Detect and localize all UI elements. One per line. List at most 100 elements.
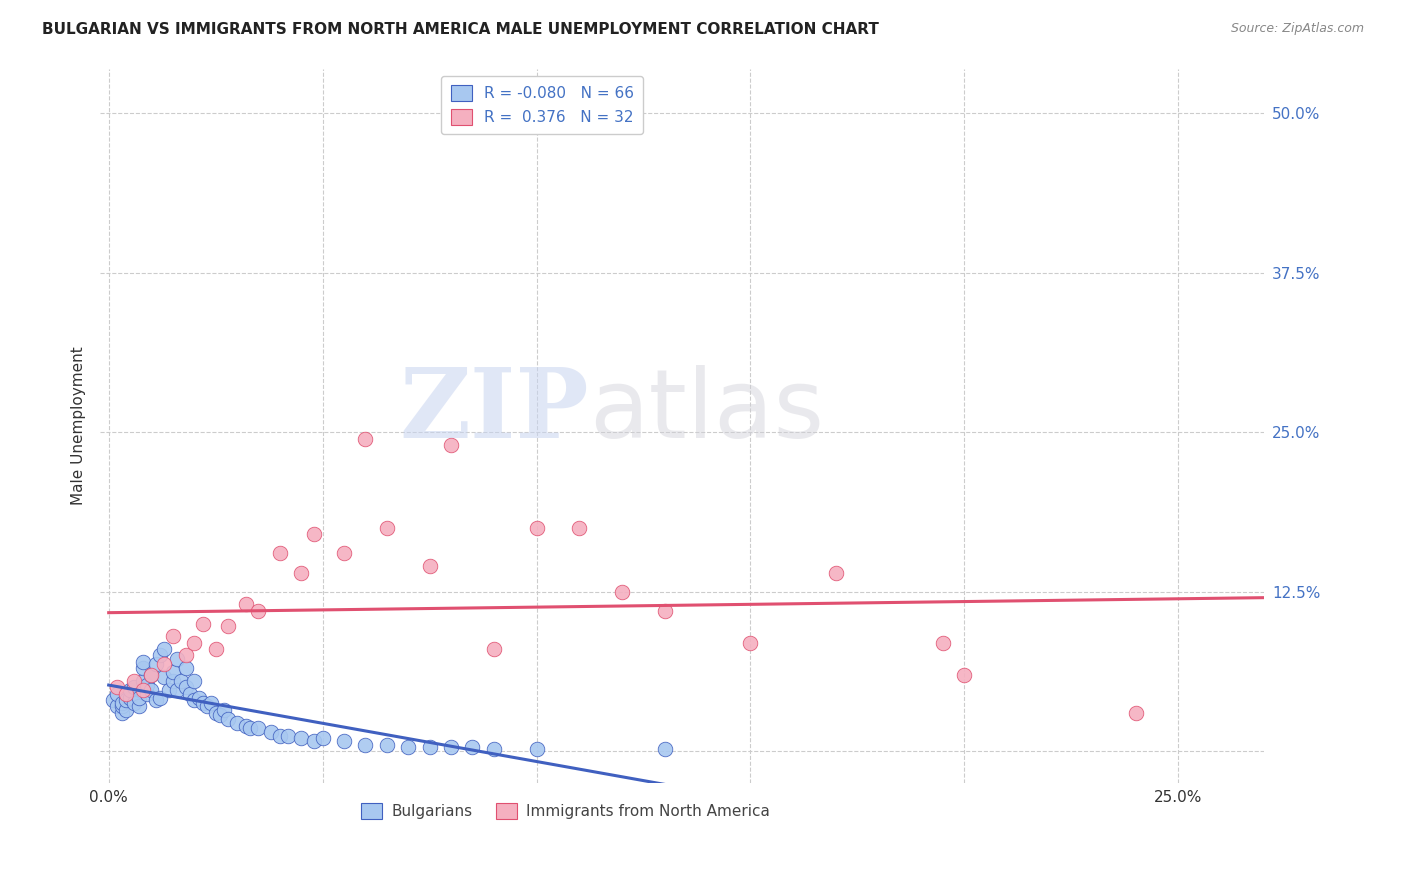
Point bbox=[191, 616, 214, 631]
Text: Source: ZipAtlas.com: Source: ZipAtlas.com bbox=[1230, 22, 1364, 36]
Point bbox=[149, 648, 172, 663]
Point bbox=[260, 725, 283, 739]
Point bbox=[200, 696, 222, 710]
Point bbox=[132, 682, 155, 697]
Point bbox=[132, 661, 155, 675]
Point bbox=[153, 642, 176, 657]
Point bbox=[162, 665, 184, 679]
Point bbox=[110, 706, 132, 720]
Point bbox=[114, 693, 136, 707]
Point bbox=[269, 546, 291, 560]
Point bbox=[290, 731, 312, 746]
Point bbox=[141, 667, 163, 681]
Point bbox=[105, 687, 128, 701]
Point bbox=[654, 741, 676, 756]
Point bbox=[174, 648, 197, 663]
Text: BULGARIAN VS IMMIGRANTS FROM NORTH AMERICA MALE UNEMPLOYMENT CORRELATION CHART: BULGARIAN VS IMMIGRANTS FROM NORTH AMERI… bbox=[42, 22, 879, 37]
Point bbox=[124, 673, 146, 688]
Point bbox=[354, 432, 377, 446]
Point bbox=[124, 681, 146, 695]
Point bbox=[114, 703, 136, 717]
Point bbox=[162, 629, 184, 643]
Point bbox=[239, 721, 262, 735]
Point bbox=[132, 673, 155, 688]
Point bbox=[136, 678, 159, 692]
Point bbox=[333, 546, 356, 560]
Point bbox=[187, 690, 209, 705]
Point bbox=[419, 559, 441, 574]
Point bbox=[110, 699, 132, 714]
Point bbox=[128, 690, 150, 705]
Point bbox=[526, 521, 548, 535]
Point bbox=[145, 657, 167, 672]
Text: atlas: atlas bbox=[589, 365, 824, 458]
Point bbox=[153, 657, 176, 672]
Point bbox=[269, 729, 291, 743]
Point bbox=[610, 584, 633, 599]
Point bbox=[654, 604, 676, 618]
Point bbox=[461, 740, 484, 755]
Point bbox=[311, 731, 333, 746]
Point bbox=[110, 696, 132, 710]
Point bbox=[333, 734, 356, 748]
Point bbox=[114, 687, 136, 701]
Point bbox=[157, 682, 180, 697]
Point bbox=[153, 670, 176, 684]
Point bbox=[105, 699, 128, 714]
Point bbox=[825, 566, 848, 580]
Point bbox=[195, 699, 218, 714]
Point bbox=[226, 716, 249, 731]
Point bbox=[526, 741, 548, 756]
Point bbox=[277, 729, 299, 743]
Point bbox=[141, 667, 163, 681]
Point bbox=[953, 667, 976, 681]
Point bbox=[166, 652, 188, 666]
Point bbox=[218, 712, 240, 726]
Point bbox=[128, 699, 150, 714]
Point bbox=[145, 693, 167, 707]
Point bbox=[218, 619, 240, 633]
Point bbox=[482, 642, 505, 657]
Point bbox=[132, 655, 155, 669]
Point bbox=[290, 566, 312, 580]
Point bbox=[568, 521, 591, 535]
Point bbox=[149, 690, 172, 705]
Point bbox=[191, 696, 214, 710]
Point bbox=[740, 636, 762, 650]
Point bbox=[204, 706, 226, 720]
Point bbox=[170, 673, 193, 688]
Point bbox=[235, 598, 257, 612]
Point bbox=[247, 604, 270, 618]
Point bbox=[183, 636, 205, 650]
Point bbox=[396, 740, 419, 755]
Point bbox=[302, 734, 325, 748]
Point bbox=[204, 642, 226, 657]
Text: ZIP: ZIP bbox=[399, 365, 589, 458]
Point bbox=[247, 721, 270, 735]
Point bbox=[162, 673, 184, 688]
Point bbox=[354, 738, 377, 752]
Point bbox=[932, 636, 955, 650]
Point bbox=[440, 740, 463, 755]
Legend: Bulgarians, Immigrants from North America: Bulgarians, Immigrants from North Americ… bbox=[354, 797, 776, 825]
Point bbox=[120, 690, 142, 705]
Point bbox=[105, 681, 128, 695]
Point bbox=[183, 673, 205, 688]
Point bbox=[141, 682, 163, 697]
Point bbox=[208, 708, 231, 723]
Point bbox=[375, 521, 398, 535]
Point bbox=[419, 740, 441, 755]
Point bbox=[166, 682, 188, 697]
Point bbox=[174, 681, 197, 695]
Point bbox=[440, 438, 463, 452]
Point bbox=[235, 718, 257, 732]
Point bbox=[174, 661, 197, 675]
Point bbox=[212, 703, 235, 717]
Point bbox=[124, 696, 146, 710]
Point bbox=[302, 527, 325, 541]
Point bbox=[101, 693, 124, 707]
Y-axis label: Male Unemployment: Male Unemployment bbox=[72, 346, 86, 505]
Point bbox=[482, 741, 505, 756]
Point bbox=[136, 687, 159, 701]
Point bbox=[1125, 706, 1147, 720]
